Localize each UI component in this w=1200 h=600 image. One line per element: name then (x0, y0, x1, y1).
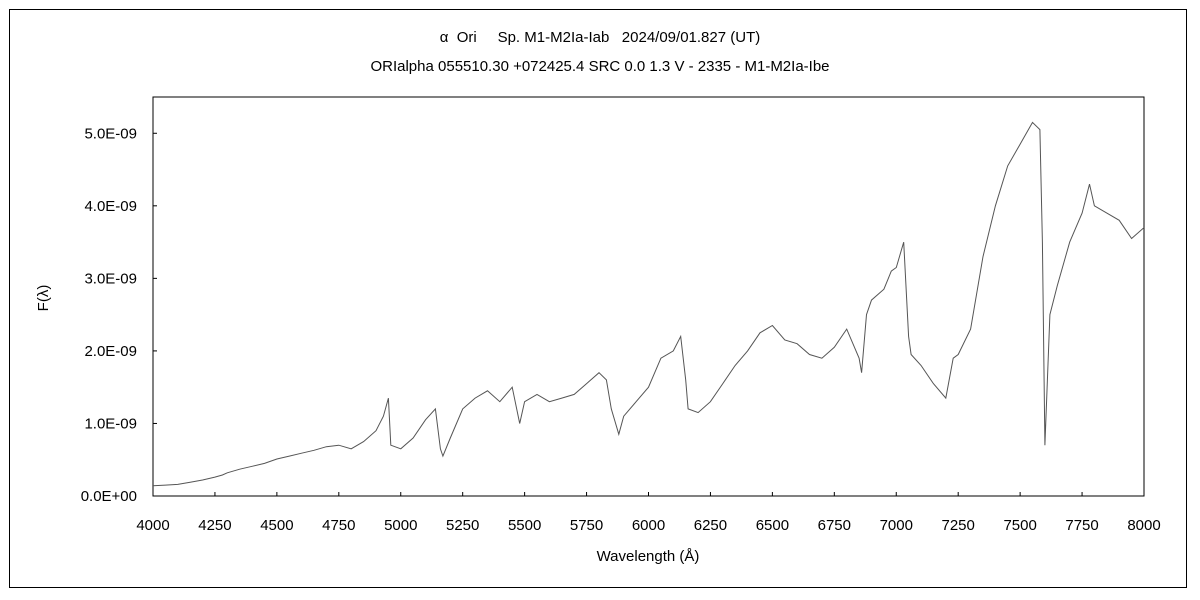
y-axis-ticks: 0.0E+00 1.0E-09 2.0E-09 3.0E-09 4.0E-09 5.0E-… (81, 125, 157, 505)
plot-area (152, 96, 1145, 497)
x-tick-label: 4500 (260, 517, 293, 534)
y-axis-label: F(λ) (35, 285, 52, 312)
y-tick-label: 1.0E-09 (84, 415, 137, 432)
y-tick-label: 3.0E-09 (84, 270, 137, 287)
x-tick-label: 5500 (508, 517, 541, 534)
x-tick-label: 6500 (756, 517, 789, 534)
x-axis-ticks: 4000 4250 4500 4750 5000 5250 5500 5750 6000 6250… (136, 492, 1161, 534)
x-tick-label: 5000 (384, 517, 417, 534)
x-tick-label: 4000 (136, 517, 169, 534)
chart-subtitle: ORIalpha 055510.30 +072425.4 SRC 0.0 1.3… (370, 58, 830, 75)
x-tick-label: 7500 (1003, 517, 1036, 534)
y-tick-label: 5.0E-09 (84, 125, 137, 142)
x-tick-label: 7250 (942, 517, 975, 534)
x-tick-label: 7750 (1065, 517, 1098, 534)
x-tick-label: 8000 (1127, 517, 1160, 534)
x-tick-label: 5750 (570, 517, 603, 534)
y-tick-label: 0.0E+00 (81, 488, 137, 505)
spectrum-line (152, 121, 1145, 487)
x-tick-label: 6750 (818, 517, 851, 534)
x-tick-label: 4250 (198, 517, 231, 534)
chart-title: α Ori Sp. M1-M2Ia-Iab 2024/09/01.827 (UT… (439, 29, 761, 46)
x-tick-label: 4750 (322, 517, 355, 534)
x-tick-label: 6250 (694, 517, 727, 534)
y-tick-label: 2.0E-09 (84, 343, 137, 360)
x-axis-label: Wavelength (Å) (597, 548, 700, 565)
y-tick-label: 4.0E-09 (84, 198, 137, 215)
x-tick-label: 7000 (880, 517, 913, 534)
x-tick-label: 6000 (632, 517, 665, 534)
chart-frame (9, 9, 1187, 588)
x-tick-label: 5250 (446, 517, 479, 534)
